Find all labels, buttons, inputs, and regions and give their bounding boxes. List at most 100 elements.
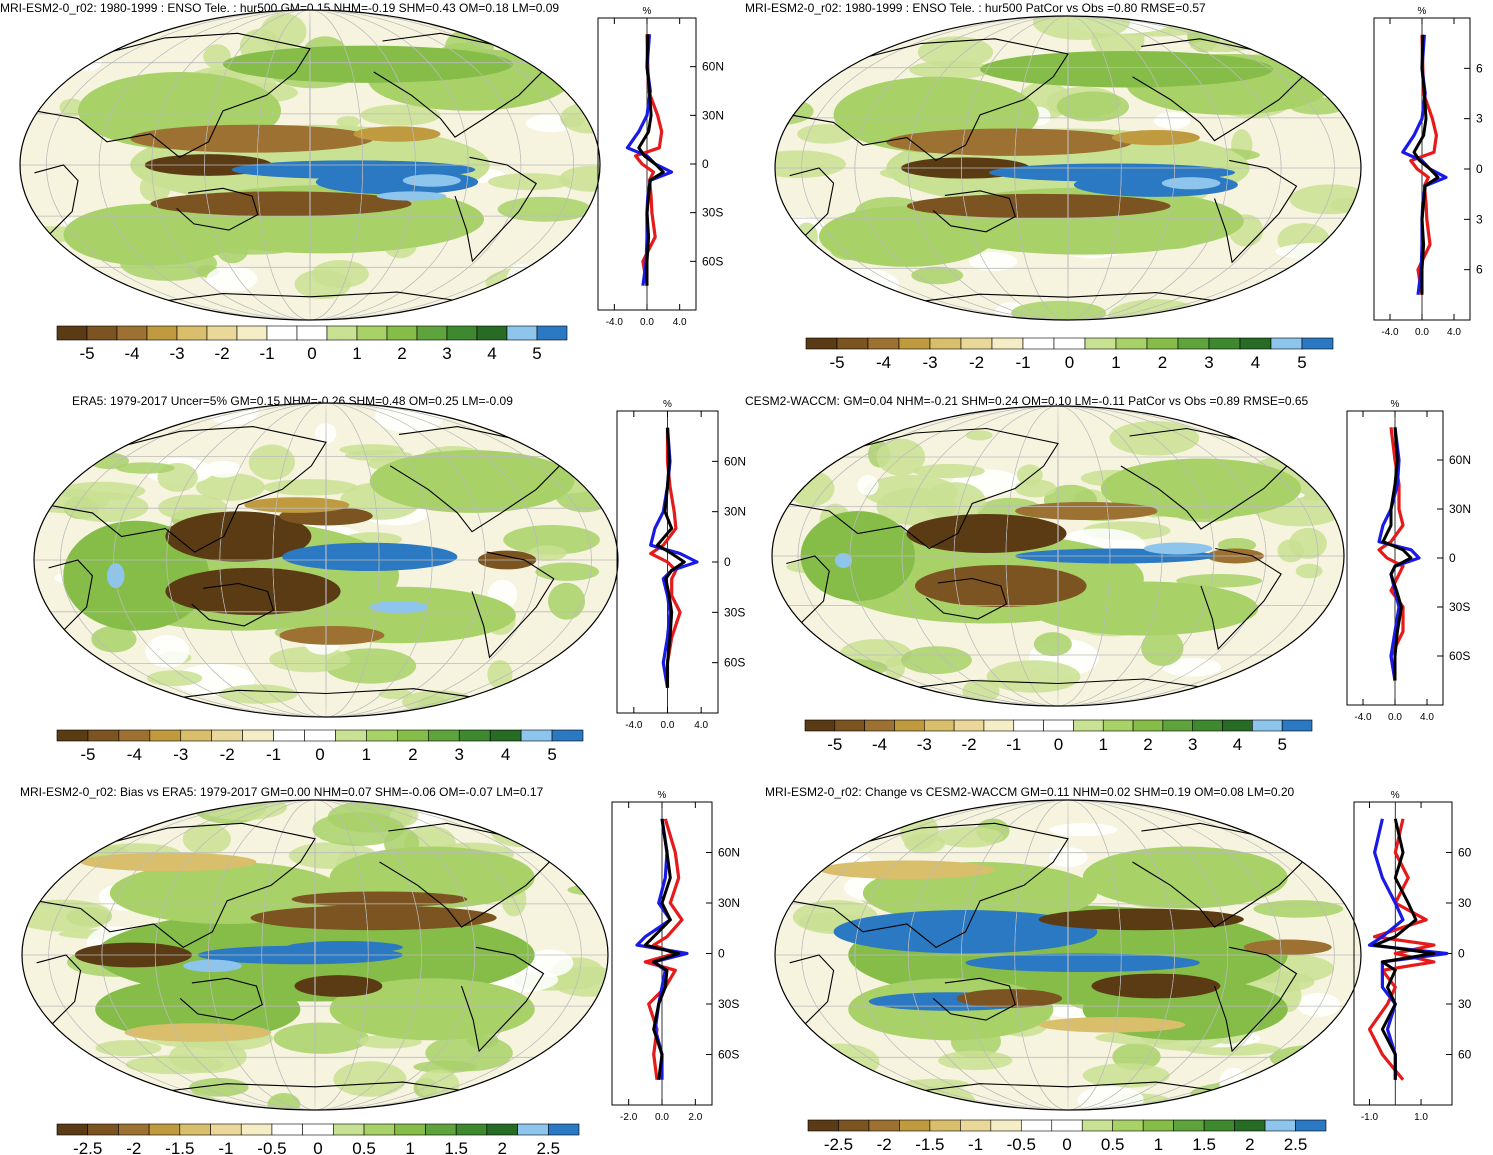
colorbar-label: -4 <box>876 353 891 372</box>
colorbar-swatch <box>1234 1119 1266 1132</box>
field-patch <box>917 36 994 69</box>
map-meridian <box>272 403 380 717</box>
map-meridian <box>48 800 582 1110</box>
colorbar-swatch <box>416 325 448 341</box>
panel-title: ERA5: 1979-2017 Uncer=5% GM=0.15 NHM=-0.… <box>72 394 513 408</box>
colorbar-label: 5 <box>1297 353 1306 372</box>
field-patch <box>1335 856 1359 882</box>
colorbar-swatch <box>520 729 553 742</box>
field-patch <box>125 1055 225 1075</box>
x-tick-label: -1.0 <box>1361 1112 1379 1123</box>
zonal-unit-label: % <box>1418 6 1427 17</box>
colorbar-label: 0 <box>313 1139 322 1155</box>
field-patch <box>1319 470 1344 507</box>
lat-tick-label: 60N <box>1449 453 1471 467</box>
field-anomaly <box>1111 130 1200 146</box>
colorbar-swatch <box>148 1123 181 1136</box>
lat-tick-label: 30 <box>1458 997 1472 1011</box>
field-patch <box>1261 16 1356 38</box>
field-patch <box>260 13 307 51</box>
field-patch <box>167 1093 219 1110</box>
colorbar-label: 0 <box>1054 735 1063 754</box>
panel-bias-vs-era5: MRI-ESM2-0_r02: Bias vs ERA5: 1979-2017 … <box>20 785 740 1155</box>
field-patch <box>1301 622 1344 660</box>
colorbar-swatch <box>386 325 418 341</box>
field-anomaly <box>250 905 497 931</box>
colorbar-label: 4 <box>1233 735 1242 754</box>
colorbar-swatch <box>427 729 460 742</box>
colorbar-swatch <box>923 719 955 732</box>
colorbar: -5 -4 -3 -2 -1 0 1 2 3 4 5 <box>56 325 568 363</box>
colorbar-swatch <box>929 1119 961 1132</box>
field-patch <box>829 1072 888 1089</box>
lat-tick-label: 30S <box>724 605 745 619</box>
colorbar-swatch <box>240 1123 273 1136</box>
colorbar-label: 1 <box>352 344 361 363</box>
colorbar-label: -2.5 <box>824 1135 853 1154</box>
colorbar-swatch <box>180 729 213 742</box>
map-meridian <box>953 406 1163 706</box>
lat-tick-label: 30N <box>724 505 746 519</box>
field-patch <box>20 21 57 56</box>
coastline <box>1132 822 1304 928</box>
colorbar-label: -3 <box>173 745 188 764</box>
colorbar-swatch <box>1053 337 1086 350</box>
coastline <box>389 426 561 533</box>
map-meridian <box>219 403 433 717</box>
colorbar-swatch <box>991 337 1024 350</box>
field-patch <box>496 1075 587 1094</box>
lat-tick-label: 30S <box>1449 600 1470 614</box>
field-patch <box>789 448 820 461</box>
colorbar-label: -4 <box>872 735 887 754</box>
field-patch <box>775 97 814 126</box>
field-patch <box>1289 527 1327 559</box>
field-patch <box>1296 992 1341 1017</box>
colorbar-swatch <box>1146 337 1179 350</box>
field-patch <box>1218 684 1267 706</box>
map-meridian <box>1014 800 1122 1110</box>
lat-tick-label: 6 <box>1476 61 1483 75</box>
coastline <box>786 427 1059 550</box>
map-meridian <box>1014 16 1122 320</box>
lat-tick-label: 60N <box>702 60 724 74</box>
coastline <box>1213 159 1298 264</box>
lat-tick-label: 60N <box>724 454 746 468</box>
coastline <box>379 822 551 928</box>
colorbar-label: 2 <box>1245 1135 1254 1154</box>
colorbar-label: 2 <box>498 1139 507 1155</box>
field-anomaly <box>1029 581 1259 636</box>
colorbar-swatch <box>1203 1119 1235 1132</box>
colorbar-swatch <box>266 325 298 341</box>
lat-tick-label: 60S <box>724 656 745 670</box>
coastline <box>150 688 502 702</box>
field-anomaly <box>980 50 1274 88</box>
field-patch <box>1248 1083 1311 1100</box>
field-patch <box>333 1061 407 1097</box>
field-patch <box>36 1055 64 1078</box>
field-anomaly <box>886 128 1133 156</box>
zonal-unit-label: % <box>1391 790 1400 801</box>
colorbar-label: -1 <box>1006 735 1021 754</box>
colorbar-swatch <box>807 1119 839 1132</box>
map-meridian <box>797 406 1319 706</box>
field-patch <box>145 635 190 668</box>
zonal-line-ocean <box>633 34 664 286</box>
field-patch <box>502 423 550 439</box>
field-patch <box>95 1040 162 1057</box>
zonal-unit-label: % <box>663 399 672 410</box>
field-anomaly <box>165 511 312 562</box>
colorbar-swatch <box>458 729 491 742</box>
coastline <box>191 582 275 627</box>
field-anomaly <box>223 45 513 83</box>
field-patch <box>86 667 118 704</box>
field-patch <box>497 196 592 222</box>
field-anomaly <box>294 975 383 997</box>
field-patch <box>938 1050 1013 1071</box>
field-patch <box>511 813 607 841</box>
zonal-line-total <box>637 34 665 286</box>
map-meridian <box>151 10 469 320</box>
field-patch <box>517 313 568 320</box>
colorbar-label: -0.5 <box>257 1139 286 1155</box>
colorbar-swatch <box>1208 337 1241 350</box>
colorbar-label: -4 <box>127 745 142 764</box>
